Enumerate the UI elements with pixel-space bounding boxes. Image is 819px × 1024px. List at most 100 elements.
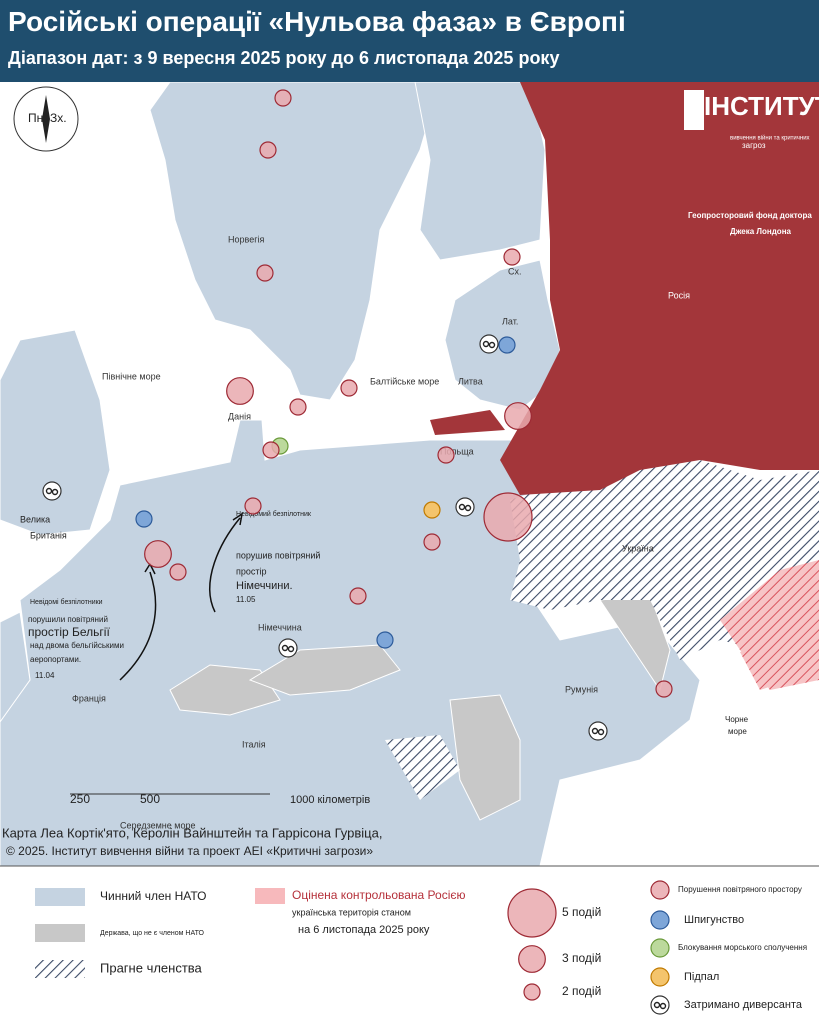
legend-label: Шпигунство [684,914,744,926]
cuff [488,341,496,349]
annotation: простір [236,566,267,576]
logo-text: вивчення війни та критичних [730,135,810,142]
logo-mark [684,90,704,130]
cuff [281,644,289,652]
logo-text: загроз [742,141,766,150]
cuff [458,503,466,511]
legend-swatch [255,888,285,904]
scale-label: 500 [140,792,160,806]
credit: © 2025. Інститут вивчення війни та проек… [6,844,373,858]
place-label: Лат. [502,316,518,326]
legend-label: Оцінена контрольована Росією [292,888,466,902]
annotation: над двома бельгійськими [30,641,124,650]
place-label: Північне море [102,371,161,381]
event [349,587,367,605]
aspiring [385,735,460,800]
crimea [740,642,790,690]
event [523,983,541,1001]
legend-swatch [35,960,85,978]
place-label: Литва [458,376,483,386]
event [144,540,172,568]
event [483,492,533,542]
place-label: Росія [668,290,690,300]
legend-label: Чинний член НАТО [100,889,206,903]
annotation: Невідомий безпілотник [236,510,312,518]
kaliningrad [430,410,505,435]
legend-label: Держава, що не є членом НАТО [100,930,205,937]
event [518,945,546,973]
cuff [464,504,472,512]
event [437,446,455,464]
credit: Карта Леа Кортік'ято, Керолін Вайнштейн … [2,825,382,840]
compass-needle [42,95,50,143]
partner: Геопросторовий фонд доктора [688,211,812,220]
subtitle: Діапазон дат: з 9 вересня 2025 року до 6… [8,48,560,68]
event [135,510,153,528]
arrow [119,571,157,681]
label: Зх. [50,111,67,125]
legend-label: Блокування морського сполучення [678,943,807,952]
place-label: Балтійське море [370,376,439,386]
event [259,141,277,159]
legend-label: Порушення повітряного простору [678,885,802,894]
legend-label: на 6 листопада 2025 року [298,924,430,936]
legend-label: Підпал [684,971,719,983]
event [498,336,516,354]
scale-label: 250 [70,792,90,806]
event [423,533,441,551]
place-label: Британія [30,530,67,540]
event [376,631,394,649]
place-label: Італія [242,739,266,749]
event [226,377,254,405]
place-label: море [728,727,747,736]
map: Пн. Зх. ІНСТИТУТ вивчення війни та критични… [0,82,819,1015]
event [650,938,670,958]
cuff [51,488,59,496]
event [340,379,358,397]
legend-swatch [35,888,85,906]
event [650,967,670,987]
place-label: Норвегія [228,234,264,244]
place-label: Румунія [565,684,598,694]
legend-label: українська територія станом [292,907,411,917]
event [503,248,521,266]
cuff [482,340,490,348]
place-label: Сх. [508,266,522,276]
annotation: порушили повітряний [28,615,108,624]
annotation: 11.05 [236,595,256,604]
title: Російські операції «Нульова фаза» в Євро… [8,6,626,37]
event [256,264,274,282]
legend-swatch [35,924,85,942]
place-label: Україна [622,543,654,553]
event [289,398,307,416]
cuff [591,727,599,735]
event [262,441,280,459]
annotation: 11.04 [35,671,55,680]
non-nato [169,594,671,821]
logo-name: ІНСТИТУТ [704,91,819,121]
cuff [45,487,53,495]
arrow-head [232,512,244,526]
event [244,497,262,515]
annotation: аеропортами. [30,655,81,664]
cuff [287,645,295,653]
arrow [209,517,241,613]
occupied [720,560,819,690]
event [169,563,187,581]
event [655,680,673,698]
cuff [659,1002,667,1010]
legend-label: 2 подій [562,984,601,998]
place-label: Франція [72,693,106,703]
place-label: Данія [228,411,251,421]
place-label: Велика [20,514,50,524]
event [274,89,292,107]
event [650,910,670,930]
legend-label: 5 подій [562,905,601,919]
annotation: Невідомі безпілотники [30,598,103,606]
legend-label: 3 подій [562,951,601,965]
annotation: простір Бельгії [28,625,110,639]
annotation: порушив повітряний [236,550,320,560]
legend-label: Прагне членства [100,960,203,975]
scale-label: 1000 кілометрів [290,794,370,806]
place-label: Польща [440,446,474,456]
